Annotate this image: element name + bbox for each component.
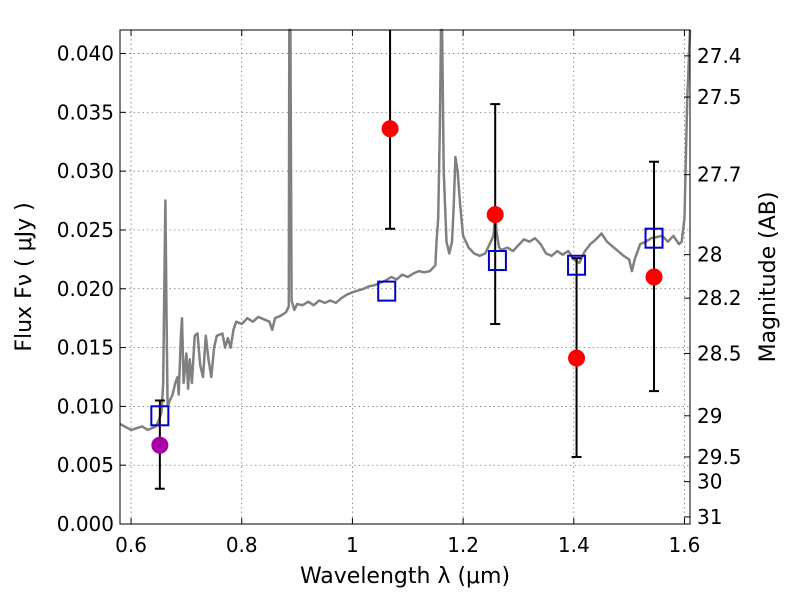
observed-point bbox=[381, 120, 399, 138]
model-square-point bbox=[644, 227, 664, 249]
y2-tick-label: 28.5 bbox=[697, 341, 742, 365]
plot-frame bbox=[119, 29, 691, 525]
errorbar-layer bbox=[154, 30, 660, 490]
model-square-point bbox=[150, 405, 170, 427]
y2-tick-label: 30 bbox=[697, 470, 722, 494]
y2-tick-label: 28 bbox=[697, 243, 722, 267]
y2-tick-label: 28.2 bbox=[697, 286, 742, 310]
y-tick-label: 0.035 bbox=[57, 100, 114, 124]
y2-tick-label: 27.5 bbox=[697, 85, 742, 109]
observed-point bbox=[568, 349, 586, 367]
model-square-point bbox=[567, 254, 587, 276]
x-axis-label: Wavelength λ (μm) bbox=[300, 564, 510, 589]
y2-axis-label: Magnitude (AB) bbox=[756, 192, 781, 363]
y-tick-label: 0.000 bbox=[57, 512, 114, 536]
y-axis-label: Flux Fν ( μJy ) bbox=[12, 202, 37, 351]
y2-tick-label: 29 bbox=[697, 404, 722, 428]
y-tick-label: 0.020 bbox=[57, 277, 114, 301]
model-square-point bbox=[487, 250, 507, 272]
y-tick-label: 0.025 bbox=[57, 218, 114, 242]
tick-layer bbox=[120, 30, 690, 525]
model-square-point bbox=[377, 280, 397, 302]
y-tick-label: 0.015 bbox=[57, 336, 114, 360]
y2-tick-label: 27.4 bbox=[697, 44, 742, 68]
marker-layer bbox=[150, 120, 664, 454]
observed-point bbox=[486, 206, 504, 224]
observed-point bbox=[645, 268, 663, 286]
x-tick-label: 1.2 bbox=[447, 533, 479, 557]
y-tick-label: 0.005 bbox=[57, 453, 114, 477]
tick-labels: 0.6 0.8 1 1.2 1.4 1.6 0.000 0.005 0.010 0.015 0.02… bbox=[57, 42, 742, 557]
x-tick-label: 0.8 bbox=[226, 533, 258, 557]
x-tick-label: 1 bbox=[346, 533, 359, 557]
x-tick-label: 1.6 bbox=[669, 533, 701, 557]
x-tick-label: 1.4 bbox=[558, 533, 590, 557]
y-tick-label: 0.040 bbox=[57, 42, 114, 66]
observed-point bbox=[151, 436, 169, 454]
x-tick-label: 0.6 bbox=[115, 533, 147, 557]
y2-tick-label: 27.7 bbox=[697, 163, 742, 187]
y2-tick-label: 29.5 bbox=[697, 445, 742, 469]
y-tick-label: 0.030 bbox=[57, 159, 114, 183]
y2-tick-label: 31 bbox=[697, 505, 722, 529]
y-tick-label: 0.010 bbox=[57, 394, 114, 418]
